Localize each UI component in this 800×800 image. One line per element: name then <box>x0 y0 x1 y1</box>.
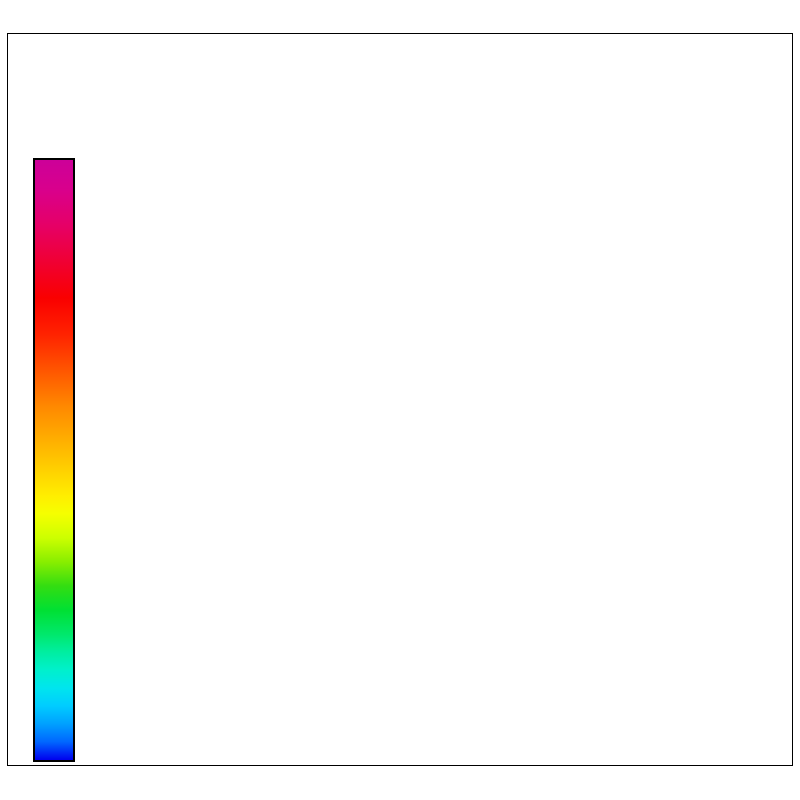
colorbar-gradient <box>33 158 75 762</box>
wind-barb-overlay <box>8 34 792 765</box>
map-plot-frame <box>7 33 793 766</box>
map-clip-region <box>8 34 792 765</box>
